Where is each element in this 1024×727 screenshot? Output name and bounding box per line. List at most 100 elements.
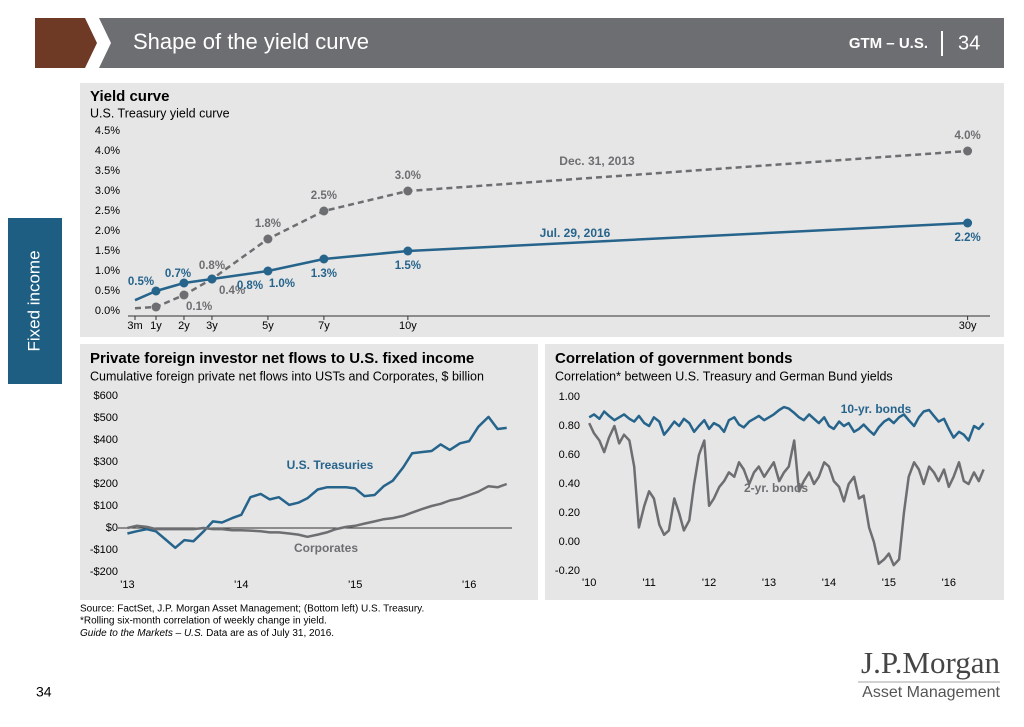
series-label: 10-yr. bonds [841, 402, 912, 416]
point [151, 286, 161, 296]
series-label: Jul. 29, 2016 [540, 226, 611, 240]
y-tick-label: 0.40 [559, 478, 580, 490]
point [151, 302, 161, 312]
series-line [127, 482, 508, 539]
y-tick-label: 0.80 [559, 420, 580, 432]
value-label: 2.5% [311, 190, 337, 202]
x-tick-label: '13 [120, 579, 134, 591]
x-tick-label: '15 [882, 577, 896, 589]
y-tick-label: $100 [94, 500, 118, 512]
x-tick-label: '11 [642, 577, 656, 589]
y-tick-label: -0.20 [555, 565, 580, 577]
x-tick-label: 3m [127, 320, 142, 332]
x-tick-label: 10y [399, 320, 417, 332]
logo-sub: Asset Management [862, 684, 1000, 701]
x-tick-label: '16 [942, 577, 956, 589]
point [263, 266, 273, 276]
header-arrow [35, 18, 97, 68]
x-tick-label: 5y [262, 320, 274, 332]
series-line [127, 415, 507, 550]
x-tick-label: '14 [234, 579, 248, 591]
page-number: 34 [36, 684, 52, 700]
x-tick-label: '15 [348, 579, 362, 591]
value-label: 0.5% [128, 276, 154, 288]
value-label: 1.5% [395, 260, 421, 272]
point [319, 254, 329, 264]
footer-source: Source: FactSet, J.P. Morgan Asset Manag… [80, 604, 424, 615]
footer-date: Data are as of July 31, 2016. [206, 628, 334, 639]
y-tick-label: 4.0% [95, 145, 120, 157]
series-label: Dec. 31, 2013 [559, 154, 635, 168]
value-label: 0.8% [199, 260, 225, 272]
series-line [588, 405, 985, 442]
footer-guide: Guide to the Markets – U.S. [80, 628, 203, 639]
header-title: Shape of the yield curve [133, 29, 369, 54]
y-tick-label: 2.5% [95, 205, 120, 217]
chart-title: Yield curve [90, 88, 169, 105]
point [963, 146, 973, 156]
y-tick-label: $200 [94, 478, 118, 490]
logo-name: J.P.Morgan [861, 645, 1000, 680]
chart-title: Private foreign investor net flows to U.… [90, 350, 474, 367]
value-label: 1.8% [255, 218, 281, 230]
point [263, 234, 273, 244]
series-label: 2-yr. bonds [744, 481, 808, 495]
value-label: 0.7% [165, 268, 191, 280]
y-tick-label: 0.60 [559, 449, 580, 461]
header-section: GTM – U.S. [849, 35, 928, 52]
y-tick-label: 0.0% [95, 305, 120, 317]
point [403, 186, 413, 196]
header-page: 34 [958, 32, 980, 54]
point [207, 274, 217, 284]
value-label: 0.4% [219, 285, 245, 297]
value-label: 0.8% [237, 280, 263, 292]
y-tick-label: 4.5% [95, 125, 120, 137]
series-label: U.S. Treasuries [287, 458, 374, 472]
x-tick-label: '16 [462, 579, 476, 591]
y-tick-label: 0.00 [559, 536, 580, 548]
value-label: 3.0% [395, 170, 421, 182]
y-tick-label: 1.00 [559, 391, 580, 403]
series-label: Corporates [294, 541, 358, 555]
x-tick-label: 2y [178, 320, 190, 332]
y-tick-label: 3.0% [95, 185, 120, 197]
y-tick-label: $0 [106, 522, 118, 534]
point [179, 278, 189, 288]
value-label: 1.3% [311, 268, 337, 280]
point [319, 206, 329, 216]
header-bar [99, 18, 1004, 68]
point [403, 246, 413, 256]
y-tick-label: $500 [94, 412, 118, 424]
y-tick-label: -$100 [90, 544, 118, 556]
panel [80, 83, 1004, 337]
footer-note: *Rolling six-month correlation of weekly… [80, 616, 327, 627]
y-tick-label: $400 [94, 434, 118, 446]
x-tick-label: '13 [762, 577, 776, 589]
y-tick-label: 1.0% [95, 265, 120, 277]
y-tick-label: $600 [94, 390, 118, 402]
value-label: 4.0% [955, 130, 981, 142]
side-tab-label: Fixed income [24, 250, 43, 351]
y-tick-label: $300 [94, 456, 118, 468]
x-tick-label: 3y [206, 320, 218, 332]
y-tick-label: 2.0% [95, 225, 120, 237]
series-line [134, 221, 968, 302]
x-tick-label: '14 [822, 577, 836, 589]
value-label: 0.1% [186, 301, 212, 313]
chart-subtitle: Correlation* between U.S. Treasury and G… [555, 369, 893, 383]
y-tick-label: -$200 [90, 566, 118, 578]
value-label: 1.0% [269, 278, 295, 290]
y-tick-label: 0.5% [95, 285, 120, 297]
point [179, 290, 189, 300]
y-tick-label: 0.20 [559, 507, 580, 519]
chart-subtitle: Cumulative foreign private net flows int… [90, 369, 484, 383]
point [963, 218, 973, 228]
chart-subtitle: U.S. Treasury yield curve [90, 106, 230, 120]
x-tick-label: 1y [150, 320, 162, 332]
x-tick-label: '10 [582, 577, 596, 589]
y-tick-label: 3.5% [95, 165, 120, 177]
footer-asof: Guide to the Markets – U.S. Data are as … [80, 628, 334, 639]
chart-title: Correlation of government bonds [555, 350, 793, 367]
value-label: 2.2% [955, 232, 981, 244]
